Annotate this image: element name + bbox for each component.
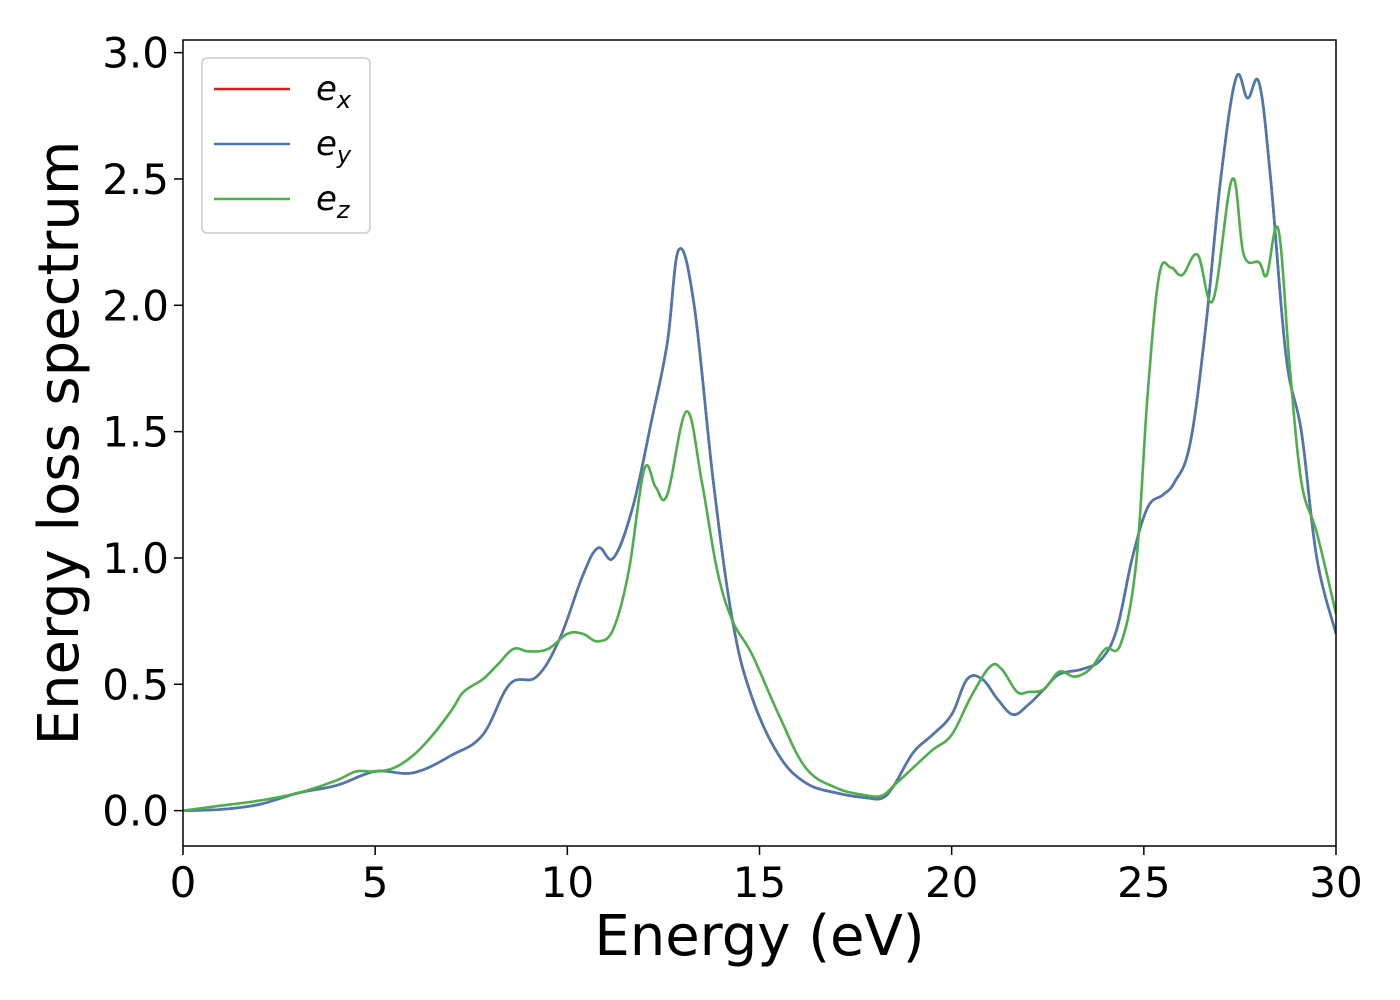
y-tick-label: 2.0 (102, 281, 169, 330)
y-tick-label: 0.5 (102, 660, 169, 709)
x-axis-ticks: 0 5 10 15 20 25 30 (170, 846, 1363, 907)
y-tick-label: 3.0 (102, 29, 169, 78)
x-tick-label: 25 (1117, 858, 1170, 907)
y-axis-ticks: 0.0 0.5 1.0 1.5 2.0 2.5 3.0 (102, 29, 183, 836)
x-tick-label: 5 (362, 858, 389, 907)
series-lines (183, 73, 1336, 812)
y-axis-label: Energy loss spectrum (27, 141, 92, 746)
series-line-ez (183, 177, 1336, 812)
legend-label-ez: ez (316, 179, 351, 224)
legend-box (201, 57, 371, 234)
y-tick-label: 1.5 (102, 408, 169, 457)
y-tick-label: 2.5 (102, 155, 169, 204)
x-tick-label: 15 (733, 858, 786, 907)
legend-label-ex: ex (316, 69, 352, 114)
y-tick-label: 1.0 (102, 534, 169, 583)
legend-label-ey: ey (316, 124, 352, 169)
x-tick-label: 0 (170, 858, 197, 907)
x-tick-label: 20 (925, 858, 978, 907)
x-axis-label: Energy (eV) (594, 904, 924, 969)
legend: ex ey ez (201, 57, 371, 234)
x-tick-label: 10 (541, 858, 594, 907)
series-line-ey (183, 73, 1336, 812)
y-tick-label: 0.0 (102, 787, 169, 836)
x-tick-label: 30 (1309, 858, 1362, 907)
